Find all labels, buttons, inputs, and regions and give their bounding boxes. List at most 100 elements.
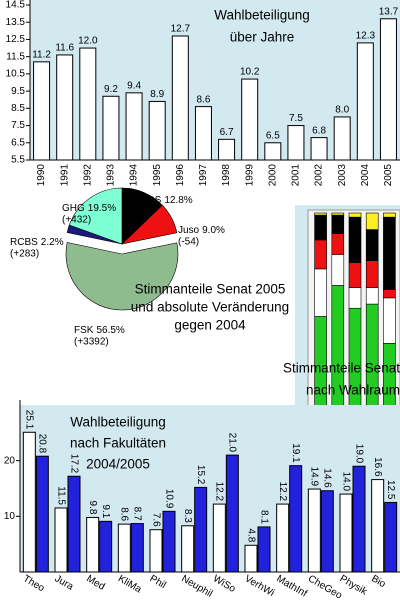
x-tick-label: 2001 xyxy=(291,164,302,187)
y-tick-label: 12.5 xyxy=(6,34,26,45)
bar xyxy=(241,78,259,161)
bar xyxy=(225,454,239,573)
x-tick-label: 1992 xyxy=(82,164,93,187)
bar xyxy=(149,529,163,573)
y-tick-label: 6.5 xyxy=(11,137,25,148)
value-label: 7.5 xyxy=(289,113,303,124)
bar xyxy=(371,479,385,573)
value-label: 8.0 xyxy=(335,105,349,116)
chart-title: Wahlbeteiligung xyxy=(214,8,310,23)
value-label: 11.6 xyxy=(55,43,74,54)
value-label: 4.8 xyxy=(245,528,256,542)
bar xyxy=(307,488,321,573)
bar xyxy=(54,507,68,573)
value-label: 10.9 xyxy=(163,489,174,509)
slice-label: RCBS 2.2% xyxy=(10,237,64,248)
pie-slice xyxy=(68,187,123,245)
slice-value: 19.5% xyxy=(88,203,116,214)
bar xyxy=(356,42,374,161)
slice-value: 2.2% xyxy=(41,237,64,248)
value-label: 12.7 xyxy=(171,24,191,35)
slice-name: FSK xyxy=(74,325,94,336)
stack-segment xyxy=(365,212,379,230)
x-tick-label: 2000 xyxy=(267,164,278,187)
value-label: 15.2 xyxy=(195,465,206,485)
x-tick-label: 1993 xyxy=(106,164,117,187)
y-tick-label: 8.5 xyxy=(11,103,25,114)
bar xyxy=(379,18,397,161)
x-tick-label: Neuphil xyxy=(179,573,214,599)
y-tick-label: 20 xyxy=(4,455,16,466)
x-tick-label: MathInf xyxy=(274,573,309,599)
bar xyxy=(310,137,328,161)
x-tick-label: Phil xyxy=(148,573,168,591)
stack-segment xyxy=(348,262,362,288)
slice-label: RCDS 12.8% xyxy=(133,195,193,206)
slice-change: (+3392) xyxy=(74,337,109,348)
value-label: 13.7 xyxy=(379,6,399,17)
x-tick-label: 1998 xyxy=(221,164,232,187)
stack-segment xyxy=(331,285,345,421)
slice-name: GHG xyxy=(62,203,85,214)
value-label: 11.2 xyxy=(32,49,51,60)
bar xyxy=(352,465,366,573)
y-tick-label: 5.5 xyxy=(11,155,25,166)
x-tick-label: Med xyxy=(84,573,106,592)
stack-segment xyxy=(365,287,379,305)
chart-title: und absolute Veränderung xyxy=(131,300,289,315)
chart-title: Wahlbeteiligung xyxy=(70,415,166,430)
x-tick-label: KliMa xyxy=(116,573,144,595)
bar xyxy=(257,526,271,573)
bar xyxy=(148,100,166,161)
bar xyxy=(244,544,258,573)
slice-label: Juso 9.0% xyxy=(178,225,225,236)
slice-change: (+90) xyxy=(133,207,157,218)
slice-change: (-54) xyxy=(178,237,199,248)
bar xyxy=(333,116,351,161)
value-label: 6.8 xyxy=(312,125,326,136)
x-tick-label: 1990 xyxy=(36,164,47,187)
value-label: 8.9 xyxy=(150,89,164,100)
value-label: 21.0 xyxy=(227,433,238,453)
x-tick-label: 1999 xyxy=(244,164,255,187)
value-label: 7.6 xyxy=(150,513,161,527)
stack-segment xyxy=(331,233,345,255)
pie-slice xyxy=(121,204,178,245)
value-label: 12.2 xyxy=(277,482,288,502)
stack-segment xyxy=(331,212,345,216)
bar xyxy=(102,95,120,161)
pie-slice xyxy=(65,242,179,311)
x-tick-label: Jura xyxy=(53,573,76,592)
stack-segment xyxy=(383,216,396,290)
stack-segment xyxy=(383,297,396,344)
x-tick-label: Physik xyxy=(338,573,370,598)
x-tick-label: 1997 xyxy=(198,164,209,187)
y-tick-label: 10 xyxy=(4,511,16,522)
stack-segment xyxy=(383,289,396,299)
value-label: 6.5 xyxy=(266,130,280,141)
chart-title: 2004/2005 xyxy=(86,457,150,472)
bar xyxy=(194,486,208,573)
value-label: 14.9 xyxy=(309,467,320,487)
value-label: 17.2 xyxy=(68,454,79,474)
value-label: 9.8 xyxy=(87,501,98,515)
bar xyxy=(264,142,282,161)
stack-segment xyxy=(383,212,396,218)
value-label: 14.0 xyxy=(340,472,351,492)
bar xyxy=(35,455,49,573)
chart-title: nach Fakultäten xyxy=(70,436,166,451)
bar xyxy=(33,61,51,161)
value-label: 10.2 xyxy=(240,67,260,78)
stack-segment xyxy=(348,216,362,263)
bar xyxy=(287,125,305,161)
x-tick-label: CheGeo xyxy=(306,573,344,600)
value-label: 8.6 xyxy=(196,94,210,105)
value-label: 9.1 xyxy=(100,504,111,518)
slice-value: 56.5% xyxy=(96,325,124,336)
x-tick-label: VerhWi xyxy=(243,573,276,599)
value-label: 6.7 xyxy=(220,127,234,138)
slice-name: RCBS xyxy=(10,237,38,248)
x-tick-label: 1991 xyxy=(59,164,70,187)
x-tick-label: 1994 xyxy=(129,164,140,187)
